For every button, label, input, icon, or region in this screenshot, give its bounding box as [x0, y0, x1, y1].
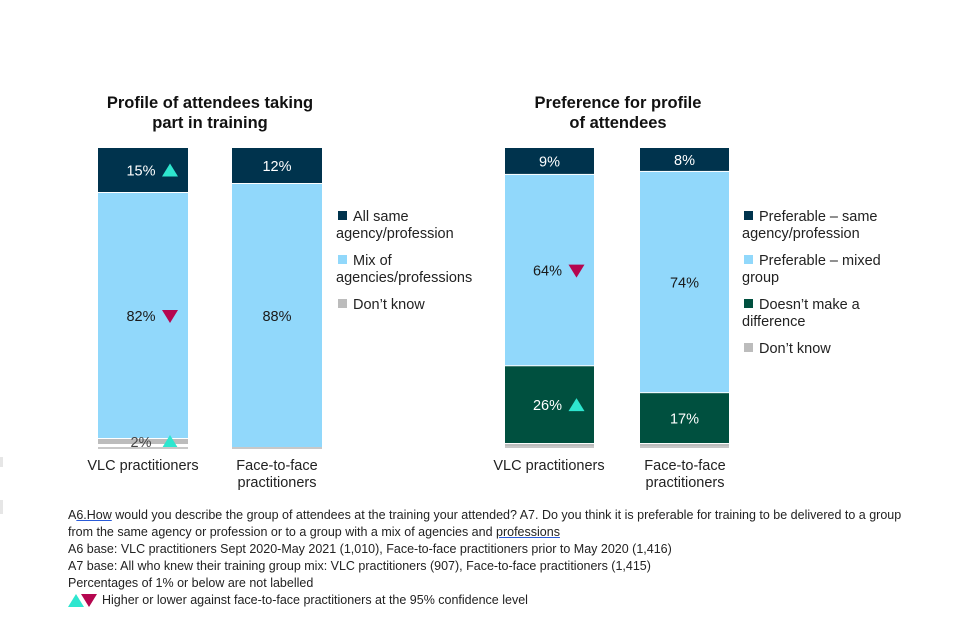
- lower-triangle-icon: [568, 264, 585, 278]
- chart-2-title: Preference for profile of attendees: [478, 93, 758, 133]
- bar-label-2-1-2: 64%: [533, 264, 562, 280]
- bar-label-1-1-1: 15%: [126, 164, 155, 180]
- legend-item-dont-know: Don’t know: [336, 297, 506, 314]
- xlabel-line: VLC practitioners: [87, 458, 199, 474]
- legend-item-pref-mixed: Preferable – mixed group: [742, 253, 942, 287]
- bar-segment-1-2-2: [232, 184, 322, 447]
- xlabel-line: practitioners: [237, 475, 317, 491]
- chart-1-xlabel-f2f: Face-to-face practitioners: [212, 458, 342, 492]
- chart-1-legend: All same agency/profession Mix of agenci…: [336, 209, 506, 324]
- xlabel-line: VLC practitioners: [493, 458, 605, 474]
- professions-link[interactable]: professions: [496, 525, 560, 539]
- bar-segment-2-1-1: [505, 148, 594, 174]
- bar-segment-1-1-3: [98, 439, 188, 444]
- xlabel-line: Face-to-face: [236, 458, 318, 474]
- lower-triangle-icon: [81, 594, 97, 607]
- higher-triangle-icon: [162, 435, 178, 448]
- legend-item-dont-know: Don’t know: [742, 341, 942, 358]
- legend-swatch-gray: [338, 299, 347, 308]
- legend-swatch-navy: [744, 211, 753, 220]
- xlabel-line: practitioners: [645, 475, 725, 491]
- chart-2-title-line: Preference for profile: [534, 94, 702, 112]
- chart-2-legend: Preferable – same agency/profession Pref…: [742, 209, 942, 368]
- chart-2-xlabel-vlc: VLC practitioners: [484, 458, 614, 475]
- legend-label: All same: [353, 209, 409, 225]
- question-text: A6.How would you describe the group of a…: [68, 507, 928, 541]
- chart-1-xlabel-vlc: VLC practitioners: [78, 458, 208, 475]
- bar-segment-2-2-3: [640, 393, 729, 444]
- bar-segment-2-2-2: [640, 171, 729, 393]
- bar-label-2-1-3: 26%: [533, 398, 562, 414]
- higher-triangle-icon: [162, 163, 178, 177]
- legend-label: agencies/professions: [336, 270, 473, 286]
- bar-label-1-1-2: 82%: [126, 309, 155, 325]
- a6-base-note: A6 base: VLC practitioners Sept 2020-May…: [68, 542, 672, 556]
- bar-label-2-1-1: 9%: [539, 154, 560, 170]
- legend-swatch-light-blue: [338, 255, 347, 264]
- bar-baseline: [98, 447, 188, 449]
- chart-1-title: Profile of attendees taking part in trai…: [60, 93, 360, 133]
- legend-label: Preferable – mixed: [759, 253, 881, 269]
- bar-baseline: [640, 446, 729, 448]
- footnotes: A6.How would you describe the group of a…: [68, 507, 928, 609]
- legend-item-mix: Mix of agencies/professions: [336, 253, 506, 287]
- legend-label: difference: [742, 314, 806, 330]
- question-body: would you describe the group of attendee…: [68, 508, 902, 539]
- legend-swatch-gray: [744, 343, 753, 352]
- bar-segment-2-2-1: [640, 148, 729, 171]
- bar-label-2-2-2: 74%: [670, 276, 699, 292]
- legend-label: Doesn’t make a: [759, 297, 860, 313]
- legend-label: Don’t know: [759, 341, 831, 357]
- bar-segment-2-1-4: [505, 444, 594, 446]
- lower-triangle-icon: [162, 310, 178, 323]
- chart-1-title-line: Profile of attendees taking: [106, 94, 314, 112]
- legend-swatch-navy: [338, 211, 347, 220]
- bar-baseline: [232, 447, 322, 449]
- chart-1-title-line: part in training: [152, 114, 268, 132]
- bar-label-1-2-1: 12%: [262, 159, 291, 175]
- bar-segment-2-2-4: [640, 444, 729, 446]
- bar-baseline: [505, 446, 594, 448]
- chart-2-title-line: of attendees: [569, 114, 667, 132]
- legend-label: Don’t know: [353, 297, 425, 313]
- chart-2-xlabel-f2f: Face-to-face practitioners: [620, 458, 750, 492]
- higher-triangle-icon: [568, 398, 585, 412]
- legend-label: group: [742, 270, 780, 286]
- percentage-note: Percentages of 1% or below are not label…: [68, 576, 314, 590]
- legend-label: agency/profession: [742, 226, 860, 242]
- legend-swatch-light-blue: [744, 255, 753, 264]
- legend-label: agency/profession: [336, 226, 454, 242]
- legend-item-all-same: All same agency/profession: [336, 209, 506, 243]
- xlabel-line: Face-to-face: [644, 458, 726, 474]
- marker-note: Higher or lower against face-to-face pra…: [102, 593, 528, 607]
- bar-segment-1-2-1: [232, 148, 322, 183]
- legend-swatch-dark-green: [744, 299, 753, 308]
- legend-item-no-difference: Doesn’t make a difference: [742, 297, 942, 331]
- a7-base-note: A7 base: All who knew their training gro…: [68, 559, 651, 573]
- question-prefix: A: [68, 508, 77, 522]
- bar-label-1-2-2: 88%: [262, 309, 291, 325]
- edge-mark: [0, 457, 3, 467]
- bar-label-2-2-3: 17%: [670, 412, 699, 428]
- edge-mark: [0, 500, 3, 514]
- question-link[interactable]: 6.How: [76, 508, 112, 522]
- legend-label: Mix of: [353, 253, 392, 269]
- marker-key: Higher or lower against face-to-face pra…: [68, 592, 928, 609]
- higher-triangle-icon: [68, 594, 84, 607]
- bar-label-2-2-1: 8%: [674, 153, 695, 169]
- legend-item-pref-same: Preferable – same agency/profession: [742, 209, 942, 243]
- legend-label: Preferable – same: [759, 209, 878, 225]
